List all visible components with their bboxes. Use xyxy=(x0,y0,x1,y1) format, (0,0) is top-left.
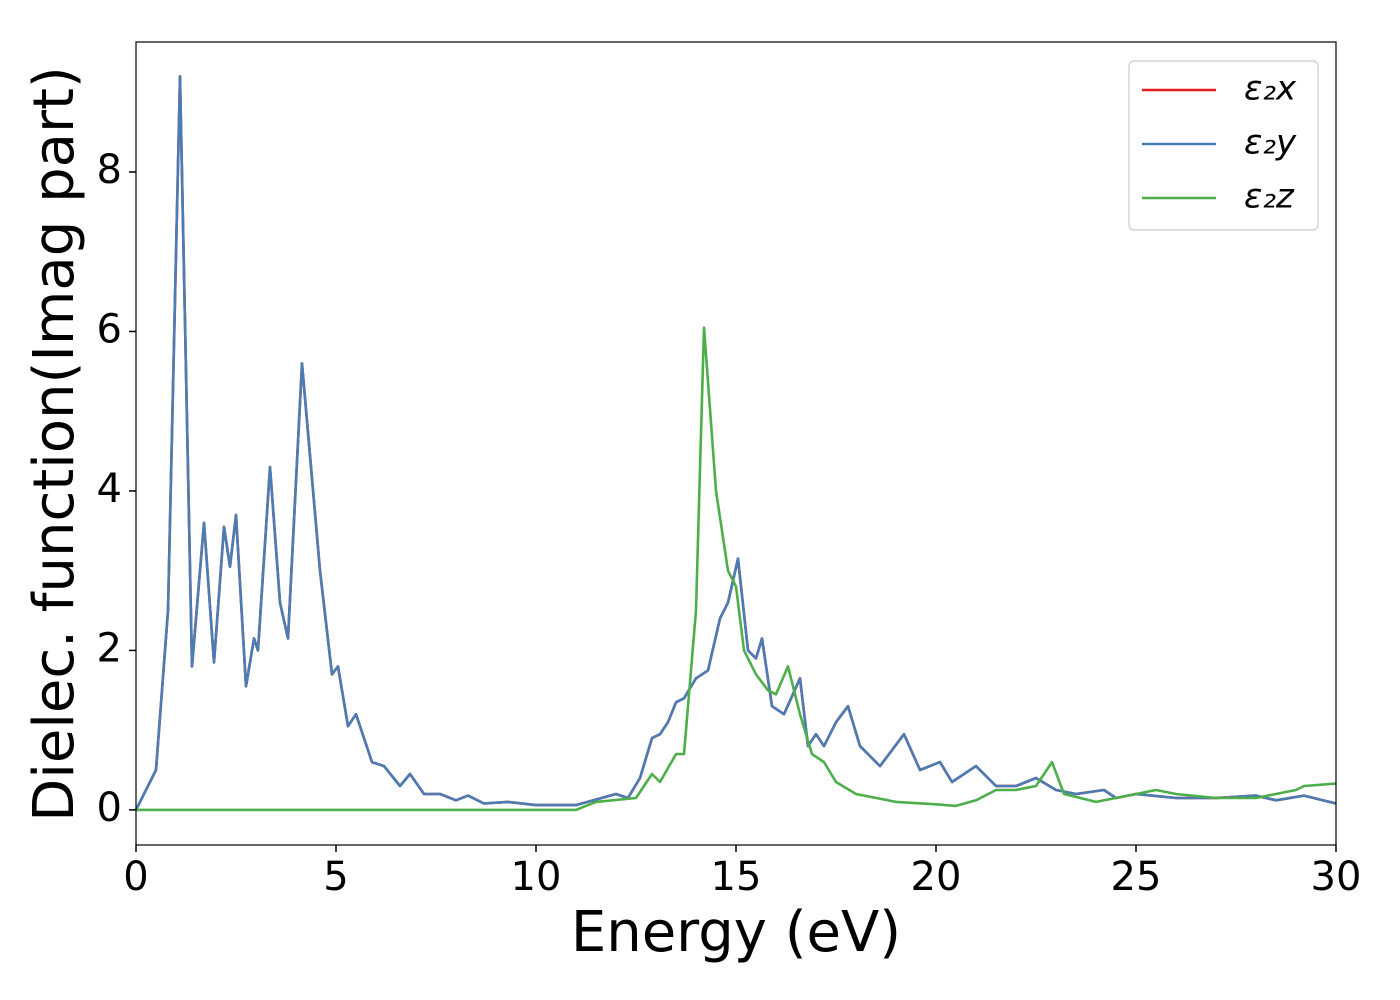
data-line xyxy=(136,326,1337,812)
x-tick-label: 30 xyxy=(1311,854,1362,900)
x-tick-label: 20 xyxy=(911,854,962,900)
y-tick-label: 6 xyxy=(97,306,122,352)
legend-box xyxy=(1128,60,1319,231)
legend-label: ε₂y xyxy=(1244,123,1297,163)
plot-frame xyxy=(135,41,1337,846)
y-tick-label: 8 xyxy=(97,147,122,193)
legend-label: ε₂x xyxy=(1244,69,1297,109)
x-axis-label: Energy (eV) xyxy=(571,900,901,965)
legend-label: ε₂z xyxy=(1244,177,1295,217)
x-tick-label: 25 xyxy=(1111,854,1162,900)
y-tick-label: 0 xyxy=(97,785,122,831)
x-tick-label: 0 xyxy=(123,854,148,900)
x-tick-label: 15 xyxy=(711,854,762,900)
y-tick-label: 2 xyxy=(97,625,122,671)
y-axis-label: Dielec. function(Imag part) xyxy=(22,66,87,822)
data-line xyxy=(134,75,1337,811)
y-tick-label: 4 xyxy=(97,466,122,512)
x-tick-label: 10 xyxy=(511,854,562,900)
x-tick-label: 5 xyxy=(323,854,348,900)
